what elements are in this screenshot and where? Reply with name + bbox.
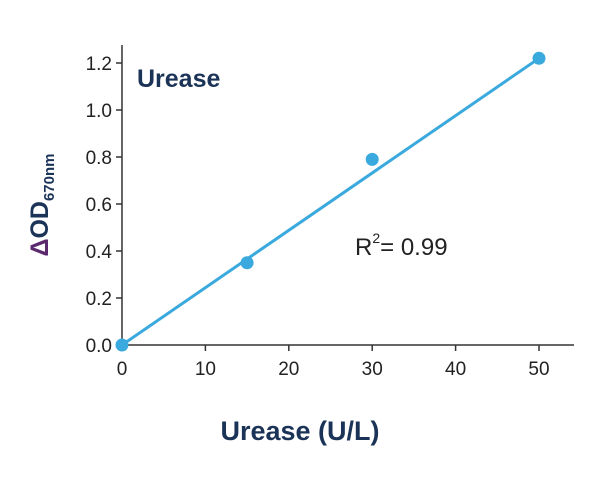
x-tick-label: 30: [362, 359, 383, 380]
y-tick-label: 1.2: [86, 54, 112, 75]
r-squared-value: = 0.99: [380, 234, 447, 261]
y-tick-label: 0.4: [86, 242, 113, 263]
y-axis-label-main: OD: [26, 201, 54, 239]
axes: [121, 45, 574, 346]
y-tick-label: 0.6: [86, 195, 112, 216]
x-axis-label: Urease (U/L): [220, 416, 379, 446]
fit-line-group: [121, 57, 540, 347]
r-squared-base: R: [355, 234, 372, 261]
data-point: [532, 51, 546, 65]
y-axis-label-subscript: 670nm: [41, 154, 58, 202]
x-tick-label: 20: [278, 359, 299, 380]
y-tick-label: 1.0: [86, 101, 112, 122]
fit-line: [121, 57, 540, 347]
y-tick-label: 0.0: [86, 336, 112, 357]
x-tick-label: 10: [195, 359, 216, 380]
x-tick-label: 50: [528, 359, 549, 380]
data-point: [240, 256, 254, 270]
data-point: [115, 338, 129, 352]
r-squared-annotation: R2= 0.99: [355, 230, 448, 261]
r-squared-superscript: 2: [372, 230, 380, 246]
data-points: [115, 51, 546, 352]
x-tick-label: 0: [117, 359, 128, 380]
y-axis-label: ΔOD670nm: [26, 154, 58, 257]
y-tick-label: 0.8: [86, 148, 112, 169]
x-tick-label: 40: [445, 359, 466, 380]
y-tick-label: 0.2: [86, 289, 112, 310]
data-point: [365, 152, 379, 166]
ticks: 0.0 0.2 0.4 0.6 0.8 1.0 1.2 0 10 20 30 40 50: [86, 54, 550, 380]
y-axis-label-prefix: Δ: [26, 239, 54, 257]
chart-title: Urease: [137, 65, 220, 93]
